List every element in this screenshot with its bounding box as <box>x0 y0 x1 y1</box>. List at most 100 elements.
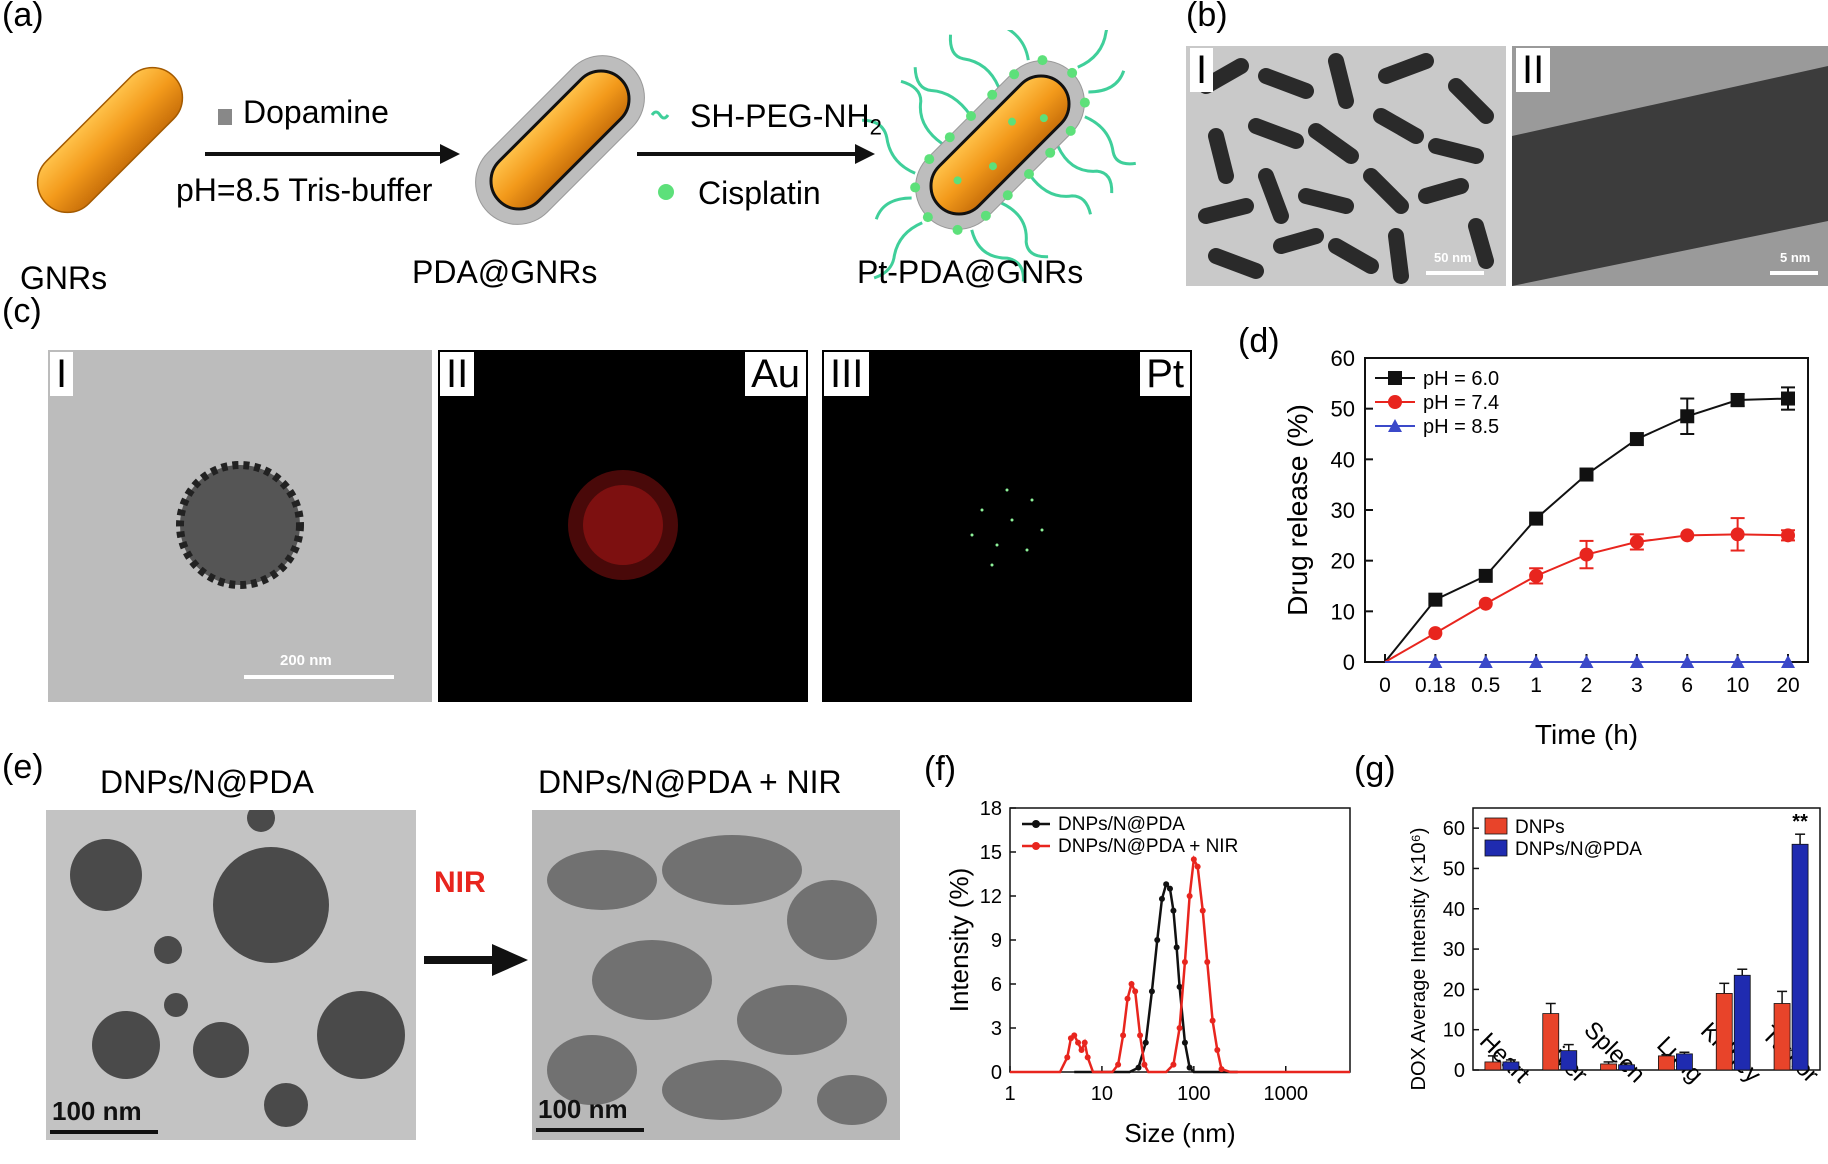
tem-image-b1: I 50 nm <box>1186 46 1506 286</box>
scale-bar-e1 <box>50 1130 158 1134</box>
data-point <box>1199 907 1206 914</box>
data-point <box>1529 655 1544 668</box>
data-point <box>1154 937 1161 943</box>
data-point <box>1186 893 1193 899</box>
element-label-au: Au <box>745 352 806 396</box>
tem-image-e2: 100 nm <box>532 810 900 1140</box>
y-tick-label: 6 <box>991 974 1002 996</box>
y-tick-label: 0 <box>1454 1060 1465 1082</box>
scale-text-e1: 100 nm <box>52 1096 142 1126</box>
x-tick-label: 10 <box>1091 1083 1113 1105</box>
element-label-pt: Pt <box>1140 352 1190 396</box>
y-tick-label: 50 <box>1331 397 1355 422</box>
data-point <box>1163 881 1170 888</box>
scale-text-c: 200 nm <box>280 652 332 669</box>
sub-label-c2: II <box>440 352 475 396</box>
data-point <box>1137 1032 1144 1039</box>
data-point <box>1135 1064 1142 1071</box>
x-tick-label: 3 <box>1631 674 1643 697</box>
data-point <box>1142 1039 1149 1046</box>
y-axis-label: DOX Average Intensity (×10⁶) <box>1408 828 1430 1091</box>
nir-arrow-icon <box>424 944 528 976</box>
data-point <box>1190 856 1197 863</box>
e-right-title: DNPs/N@PDA + NIR <box>538 764 842 800</box>
data-point <box>1629 655 1644 668</box>
data-point <box>1428 592 1443 607</box>
arrow-1-icon <box>205 144 460 164</box>
x-axis-label: Time (h) <box>1535 719 1638 750</box>
sub-label-c1: I <box>50 352 74 396</box>
data-point <box>1579 547 1594 562</box>
scale-bar-b1 <box>1426 271 1484 275</box>
data-point <box>1141 1061 1148 1068</box>
legend-marker <box>1032 820 1040 828</box>
data-point <box>1084 1054 1091 1061</box>
panel-label-b: (b) <box>1186 0 1228 34</box>
gnr-rod-icon <box>36 66 184 214</box>
bar <box>1618 1064 1635 1071</box>
sub-label-b1: I <box>1190 48 1214 92</box>
legend-swatch <box>1484 817 1508 835</box>
data-point <box>1428 655 1443 668</box>
y-axis-label: Intensity (%) <box>944 868 974 1013</box>
bar <box>1791 843 1809 1071</box>
dnp-particles-graphic <box>70 810 405 1127</box>
nir-arrow-label: NIR <box>434 866 486 899</box>
data-point <box>1186 1064 1193 1071</box>
scale-bar-b2 <box>1770 271 1818 275</box>
gnrs-label: GNRs <box>20 260 108 296</box>
panel-label-d: (d) <box>1238 322 1280 360</box>
gnr-cluster-graphic <box>176 461 304 589</box>
y-tick-label: 0 <box>1343 650 1355 675</box>
y-tick-label: 40 <box>1331 447 1355 472</box>
significance-annotation: ** <box>1792 811 1808 833</box>
legend-label: pH = 6.0 <box>1423 368 1499 390</box>
synthesis-schematic <box>36 30 1136 282</box>
data-point <box>1214 1047 1221 1053</box>
x-tick-label: 0 <box>1379 674 1391 697</box>
data-point <box>1181 959 1188 965</box>
data-point <box>1120 1032 1127 1039</box>
data-point <box>1124 995 1131 1002</box>
gnr-array-graphic <box>1198 53 1494 284</box>
bar <box>1733 974 1751 1071</box>
y-tick-label: 10 <box>1443 1020 1465 1042</box>
x-tick-label: Heart <box>1474 1028 1535 1089</box>
eds-map-au: II Au <box>438 350 808 702</box>
dopamine-label: Dopamine <box>243 94 389 130</box>
panel-label-a: (a) <box>2 0 44 34</box>
data-point <box>1478 655 1493 668</box>
drug-release-chart: 0 10 20 30 40 50 60 0 0.18 0.5 1 2 3 6 10 20 Time (h) Dru… <box>1282 346 1809 750</box>
data-point <box>1730 393 1745 408</box>
data-point <box>1781 655 1795 668</box>
data-point <box>1680 528 1695 543</box>
data-point <box>1218 1066 1225 1073</box>
data-point <box>1071 1032 1078 1039</box>
pda-gnrs-label: PDA@GNRs <box>412 254 598 290</box>
bar <box>1560 1050 1578 1071</box>
legend-label: pH = 8.5 <box>1423 416 1499 438</box>
y-tick-label: 12 <box>980 886 1002 908</box>
data-point <box>1529 568 1544 583</box>
y-tick-label: 60 <box>1331 346 1355 371</box>
scale-text-b2: 5 nm <box>1780 250 1811 265</box>
x-tick-label: 2 <box>1581 674 1593 697</box>
data-point <box>1730 655 1745 668</box>
data-point <box>1680 655 1695 668</box>
data-point <box>1176 983 1183 990</box>
scale-text-e2: 100 nm <box>538 1094 628 1124</box>
y-tick-label: 10 <box>1331 599 1355 624</box>
series-line <box>1384 397 1789 663</box>
series-2: pH = 8.5 <box>1375 416 1795 668</box>
data-point <box>1176 1025 1183 1031</box>
bar <box>1502 1061 1520 1071</box>
peg-wave-icon <box>650 110 670 120</box>
dox-intensity-chart: 0 10 20 30 40 50 60 DOX Average Intensity (×10⁶… <box>1408 807 1824 1091</box>
x-tick-label: 20 <box>1776 674 1799 697</box>
x-axis-label: Size (nm) <box>1124 1118 1235 1148</box>
data-point <box>1781 528 1795 543</box>
data-point <box>1158 895 1165 902</box>
data-point <box>1209 1017 1216 1024</box>
data-point <box>1579 467 1594 482</box>
scale-bar-e2 <box>536 1128 644 1132</box>
